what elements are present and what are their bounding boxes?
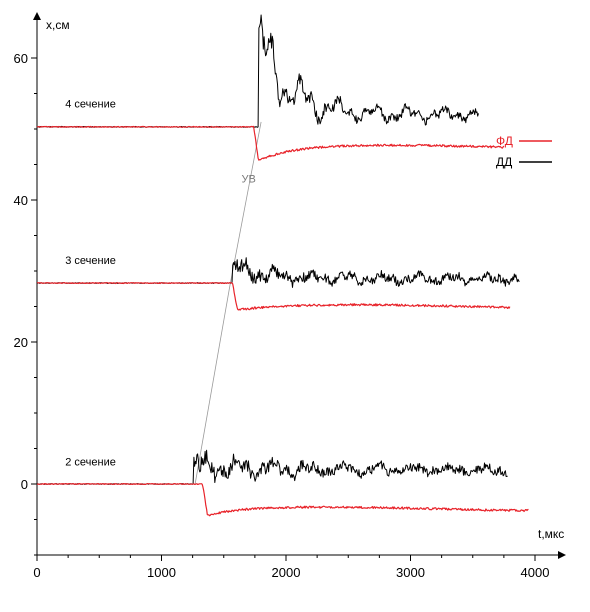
x-tick-label: 0 <box>33 565 40 580</box>
y-tick-label: 40 <box>14 193 28 208</box>
x-tick-label: 2000 <box>272 565 301 580</box>
annotation-label: 3 сечение <box>65 255 116 267</box>
y-axis-arrow <box>33 12 41 20</box>
legend-label: ДД <box>496 155 512 169</box>
x-axis-arrow <box>558 551 566 559</box>
x-tick-label: 3000 <box>396 565 425 580</box>
shock-line <box>194 121 262 485</box>
legend-label: ФД <box>496 134 513 148</box>
x-axis-label: t,мкс <box>538 527 564 541</box>
series-line-fd4 <box>36 125 505 161</box>
y-axis-label: x,см <box>46 18 70 32</box>
y-tick-label: 0 <box>21 477 28 492</box>
annotation-label: 2 сечение <box>65 457 116 469</box>
x-tick-label: 1000 <box>147 565 176 580</box>
y-tick-label: 60 <box>14 51 28 66</box>
y-tick-label: 20 <box>14 335 28 350</box>
series-line-fd3 <box>37 282 511 311</box>
annotation-label: 4 сечение <box>65 99 116 111</box>
annotation-label: УВ <box>241 173 255 185</box>
x-tick-label: 4000 <box>521 565 550 580</box>
series-line-dd3 <box>36 257 520 288</box>
series-line-fd2 <box>36 483 529 517</box>
